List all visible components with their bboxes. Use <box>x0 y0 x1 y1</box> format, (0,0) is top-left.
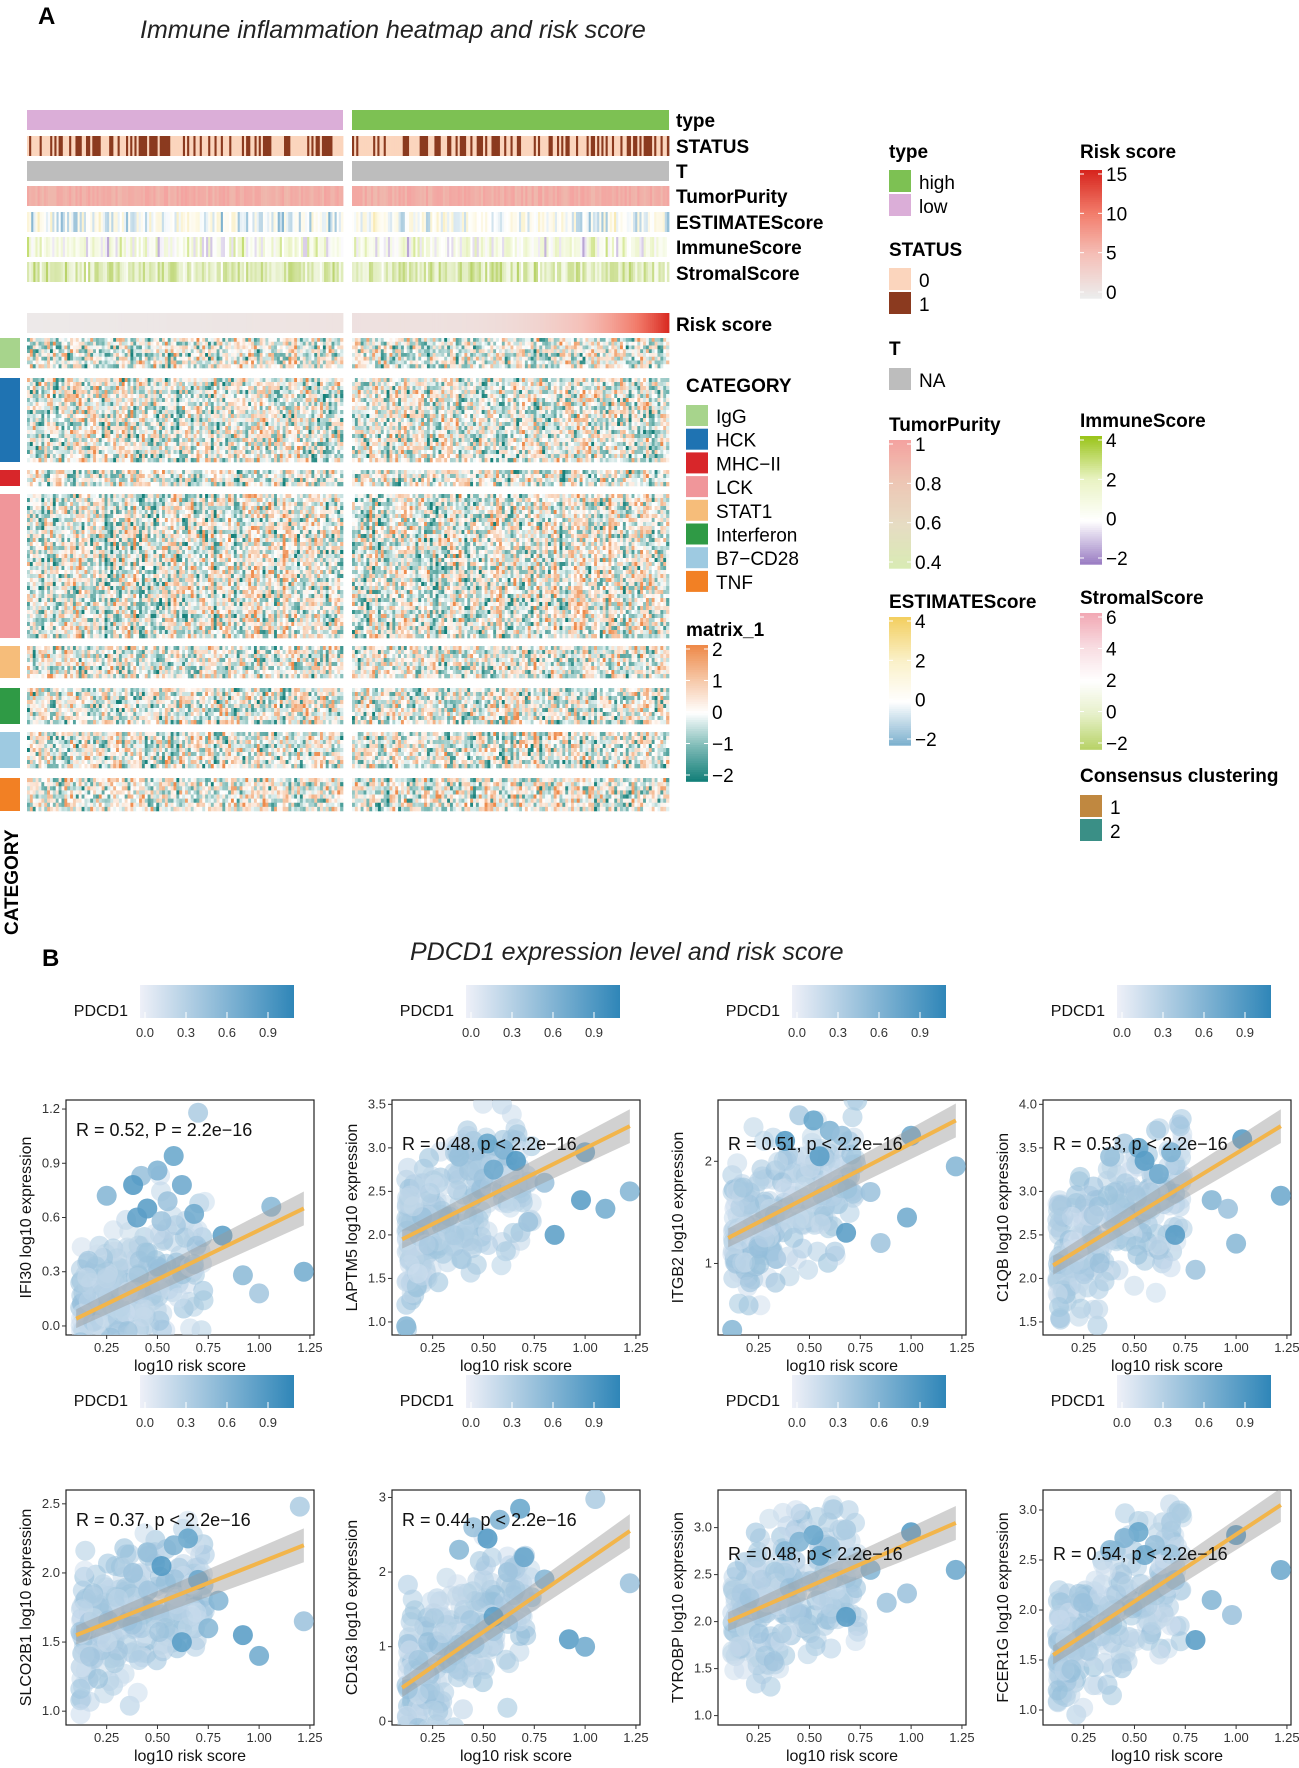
purity-track-block <box>352 186 669 206</box>
t-track-block <box>27 161 343 181</box>
immune-track-block <box>352 237 669 257</box>
type-track-block <box>352 110 669 130</box>
estimate-track-block <box>27 212 343 232</box>
status-track-block <box>352 136 669 156</box>
annotation-tracks <box>27 110 669 333</box>
figure: A Immune inflammation heatmap and risk s… <box>0 0 1299 1768</box>
status-track-cell <box>341 136 344 156</box>
purity-track-cell <box>667 186 670 206</box>
immune-track-cell <box>341 237 344 257</box>
panel-a-letter: A <box>38 3 55 30</box>
panel-a-title: Immune inflammation heatmap and risk sco… <box>140 16 646 44</box>
status-track-cell <box>667 136 670 156</box>
type-track-block <box>27 110 343 130</box>
stromal-track-block <box>27 262 343 282</box>
risk-track-cell <box>341 313 344 333</box>
t-track-block <box>352 161 669 181</box>
purity-track-block <box>27 186 343 206</box>
immune-track-block <box>27 237 343 257</box>
estimate-track-cell <box>341 212 344 232</box>
stromal-track-cell <box>341 262 344 282</box>
estimate-track-cell <box>667 212 670 232</box>
purity-track-cell <box>341 186 344 206</box>
status-track-block <box>27 136 343 156</box>
estimate-track-block <box>352 212 669 232</box>
